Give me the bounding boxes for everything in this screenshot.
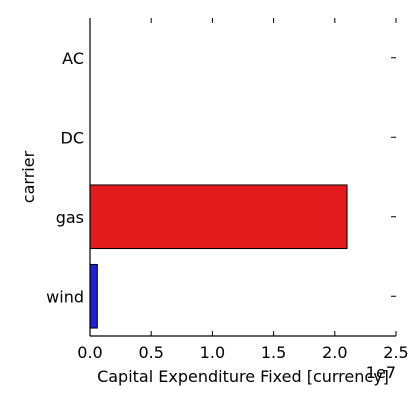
ticks-layer: AC DC gas wind 0.0 0.5 1.0 1.5 2.0 2.5 xyxy=(46,18,409,362)
x-axis-offset-label: 1e7 xyxy=(366,363,396,382)
y-axis-label: carrier xyxy=(19,150,38,203)
y-tick-label: AC xyxy=(62,49,84,68)
y-tick-label: DC xyxy=(61,128,85,147)
labels-layer: Capital Expenditure Fixed [currency] car… xyxy=(19,150,396,386)
x-tick-label: 1.0 xyxy=(200,343,225,362)
axes-layer xyxy=(89,18,396,337)
x-tick-label: 2.0 xyxy=(322,343,347,362)
bar-gas xyxy=(89,184,348,250)
x-tick-label: 1.5 xyxy=(261,343,286,362)
y-tick-label: gas xyxy=(56,208,84,227)
y-tick-label: wind xyxy=(46,287,84,306)
x-axis-label: Capital Expenditure Fixed [currency] xyxy=(97,367,389,386)
x-tick-label: 0.5 xyxy=(138,343,163,362)
x-tick-label: 0.0 xyxy=(77,343,102,362)
bar-wind xyxy=(89,263,98,329)
bars-layer xyxy=(89,184,348,329)
x-tick-label: 2.5 xyxy=(383,343,408,362)
